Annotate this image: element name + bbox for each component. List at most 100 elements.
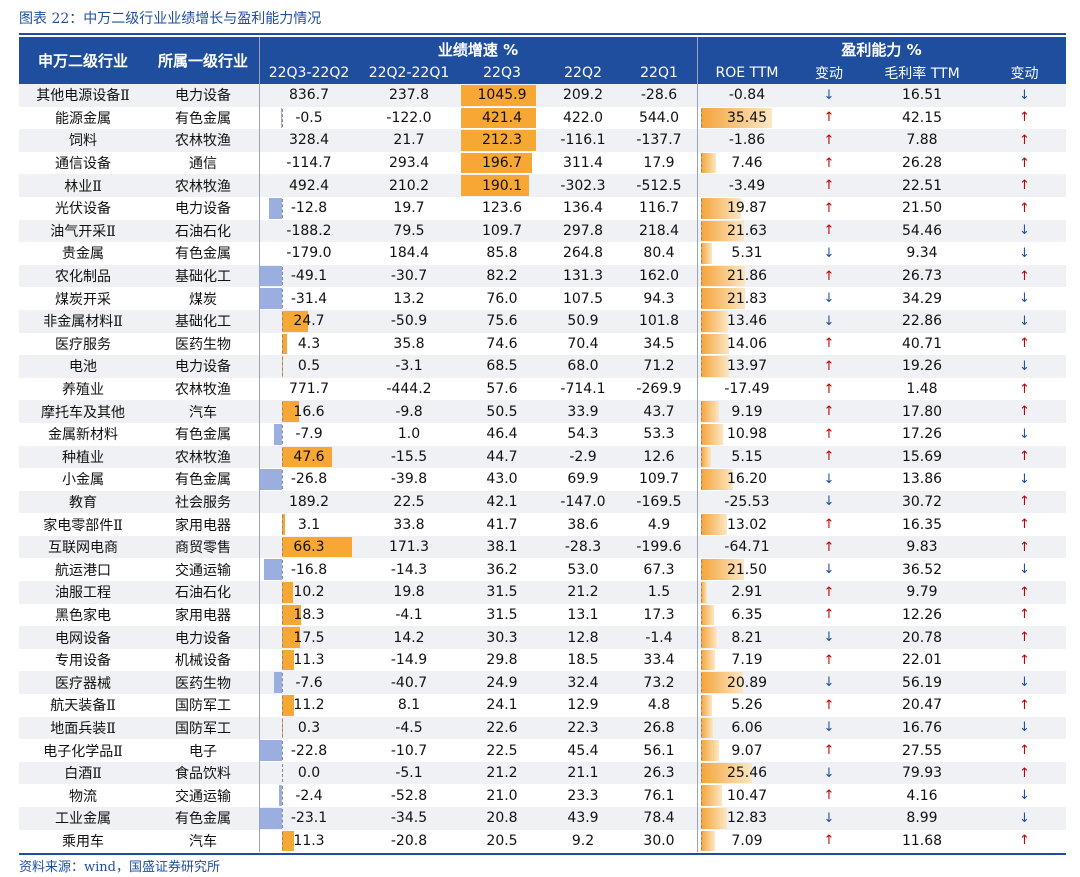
cell-q1: -137.7 <box>621 129 697 152</box>
cell-parent: 商贸零售 <box>147 536 259 559</box>
zero-line <box>282 650 284 670</box>
cell-text: 47.6 <box>293 448 325 465</box>
cell-text: -49.1 <box>290 268 328 285</box>
cell-q1: 26.8 <box>621 717 697 740</box>
cell-text: -512.5 <box>636 177 682 194</box>
arrow-down-icon: ↓ <box>1019 471 1030 487</box>
cell-text: 21.1 <box>567 765 599 782</box>
table-row: 光伏设备 电力设备 -12.8 19.7 123.6 136.4 116.7 19.87 ↑ 21… <box>19 197 1066 220</box>
arrow-up-icon: ↑ <box>1019 449 1030 465</box>
table-row: 非金属材料Ⅱ 基础化工 24.7 -50.9 75.6 50.9 101.8 13.46 ↓ 22… <box>19 309 1066 333</box>
cell-text: 44.7 <box>486 448 518 465</box>
cell-text: 422.0 <box>562 109 604 126</box>
cell-text: -34.5 <box>390 810 428 827</box>
header-sub-22q3: 22Q3 <box>483 64 521 81</box>
table-header: 申万二级行业 所属一级行业 业绩增速 % 盈利能力 % 22Q3-22Q2 22Q… <box>19 37 1066 84</box>
caption-rule <box>19 33 1066 35</box>
arrow-down-icon: ↓ <box>823 494 835 510</box>
cell-roe-chg: ↑ <box>797 513 861 536</box>
cell-q2: 297.8 <box>545 220 621 243</box>
cell-roe: 2.91 <box>697 581 797 604</box>
cell-q3: 20.5 <box>459 830 545 853</box>
cell-text: 54.3 <box>567 426 599 443</box>
cell-q1: 17.9 <box>621 152 697 175</box>
arrow-up-icon: ↑ <box>823 449 835 465</box>
cell-gm: 56.19 <box>861 671 983 694</box>
cell-parent: 基础化工 <box>147 265 259 288</box>
data-bar <box>282 446 332 468</box>
cell-q3: 31.5 <box>459 581 545 604</box>
cell-text: 5.31 <box>731 245 763 262</box>
arrow-down-icon: ↓ <box>823 630 835 646</box>
cell-name: 电网设备 <box>19 626 147 649</box>
cell-text: 21.50 <box>726 561 768 578</box>
cell-text: 电力设备 <box>175 88 231 105</box>
cell-roe: 35.45 <box>697 107 797 130</box>
cell-text: 184.4 <box>388 245 430 262</box>
cell-text: 218.4 <box>638 222 680 239</box>
cell-text: 33.9 <box>567 403 599 420</box>
zero-line <box>701 424 703 444</box>
cell-gm: 16.76 <box>861 717 983 740</box>
cell-qoq32: 10.2 <box>259 581 359 604</box>
cell-q2: 13.1 <box>545 604 621 627</box>
cell-text: 492.4 <box>288 177 330 194</box>
cell-q3: 1045.9 <box>459 84 545 107</box>
cell-text: 食品饮料 <box>175 766 231 783</box>
zero-line <box>701 786 703 805</box>
cell-text: 11.68 <box>901 832 943 849</box>
cell-text: 43.0 <box>486 471 518 488</box>
cell-q3: 46.4 <box>459 423 545 446</box>
cell-roe-chg: ↑ <box>797 107 861 130</box>
arrow-up-icon: ↑ <box>1019 200 1030 216</box>
cell-name: 乘用车 <box>19 830 147 853</box>
cell-qoq21: -39.8 <box>359 468 459 491</box>
cell-text: 31.5 <box>486 606 518 623</box>
data-bar <box>282 695 294 716</box>
arrow-up-icon: ↑ <box>823 110 835 126</box>
cell-roe-chg: ↑ <box>797 152 861 175</box>
zero-line <box>701 763 703 783</box>
cell-gm: 30.72 <box>861 491 983 514</box>
cell-q2: -116.1 <box>545 129 621 152</box>
cell-text: 24.1 <box>486 697 518 714</box>
cell-text: 1.5 <box>647 584 671 601</box>
cell-text: 24.9 <box>486 674 518 691</box>
cell-qoq32: 47.6 <box>259 446 359 469</box>
cell-text: 16.6 <box>293 403 325 420</box>
cell-roe: -0.84 <box>697 84 797 107</box>
table-row: 医疗服务 医药生物 4.3 35.8 74.6 70.4 34.5 14.06 ↑ 40.71 ↑ <box>19 333 1066 356</box>
cell-gm-chg: ↓ <box>983 423 1066 446</box>
arrow-down-icon: ↓ <box>1019 87 1030 103</box>
cell-gm-chg: ↑ <box>983 174 1066 197</box>
cell-text: 22.5 <box>486 742 518 759</box>
cell-gm: 22.01 <box>861 649 983 672</box>
arrow-down-icon: ↓ <box>823 562 835 578</box>
cell-q2: 45.4 <box>545 739 621 762</box>
cell-text: 7.19 <box>731 652 763 669</box>
cell-q2: 68.0 <box>545 355 621 378</box>
cell-text: 190.1 <box>481 177 523 194</box>
cell-roe-chg: ↑ <box>797 694 861 717</box>
zero-line <box>282 786 284 805</box>
cell-name: 能源金属 <box>19 107 147 130</box>
cell-gm-chg: ↓ <box>983 355 1066 378</box>
cell-text: 16.20 <box>726 471 768 488</box>
cell-text: -302.3 <box>560 177 606 194</box>
cell-text: 23.3 <box>567 787 599 804</box>
cell-text: 电池 <box>69 359 97 376</box>
cell-qoq21: -3.1 <box>359 355 459 378</box>
cell-text: 农林牧渔 <box>175 133 231 150</box>
table-row: 煤炭开采 煤炭 -31.4 13.2 76.0 107.5 94.3 21.83 ↓ 34.29 ↓ <box>19 287 1066 310</box>
cell-q1: 34.5 <box>621 333 697 356</box>
cell-qoq32: 11.2 <box>259 694 359 717</box>
cell-roe-chg: ↑ <box>797 739 861 762</box>
header-sub-22q1: 22Q1 <box>640 64 678 81</box>
cell-text: -17.49 <box>724 381 770 398</box>
cell-q2: 69.9 <box>545 468 621 491</box>
cell-text: 26.3 <box>643 765 675 782</box>
table-row: 金属新材料 有色金属 -7.9 1.0 46.4 54.3 53.3 10.98 ↑ 17.26 ↓ <box>19 423 1066 446</box>
data-bar <box>259 469 282 490</box>
table-row: 林业Ⅱ 农林牧渔 492.4 210.2 190.1 -302.3 -512.5 -3.49 ↑… <box>19 174 1066 197</box>
data-bar <box>273 423 282 445</box>
